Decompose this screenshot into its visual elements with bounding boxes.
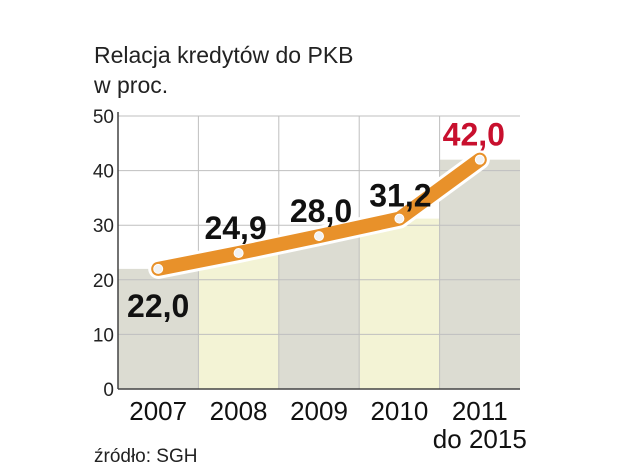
data-point-2010 xyxy=(394,213,405,224)
x-tick-label-2008: 2008 xyxy=(210,396,268,426)
x-tick-sublabel-2011: do 2015 xyxy=(433,424,527,454)
column-2010 xyxy=(359,218,440,389)
y-tick-label-0: 0 xyxy=(103,380,114,401)
column-2009 xyxy=(278,236,360,389)
data-label-2010: 31,2 xyxy=(369,178,431,214)
chart-title-line1: Relacja kredytów do PKB xyxy=(94,42,354,68)
y-tick-label-20: 20 xyxy=(93,271,114,292)
x-tick-label-2011: 2011 xyxy=(452,396,508,426)
column-2011 xyxy=(439,159,520,389)
data-point-2007 xyxy=(153,263,164,274)
x-tick-label-2009: 2009 xyxy=(290,396,348,426)
column-2007 xyxy=(118,268,199,389)
chart-title: Relacja kredytów do PKB w proc. xyxy=(94,40,354,100)
x-tick-label-2007: 2007 xyxy=(129,396,187,426)
data-label-2011: 42,0 xyxy=(443,117,505,153)
source-note: źródło: SGH xyxy=(94,446,198,467)
x-tick-label-2010: 2010 xyxy=(370,396,428,426)
column-2008 xyxy=(198,253,279,389)
y-tick-label-30: 30 xyxy=(93,216,114,237)
data-point-2011 xyxy=(474,154,485,165)
data-label-2009: 28,0 xyxy=(290,193,352,229)
data-point-2008 xyxy=(233,248,244,259)
y-tick-label-40: 40 xyxy=(93,162,114,183)
data-label-2008: 24,9 xyxy=(204,210,266,246)
y-tick-label-50: 50 xyxy=(93,107,114,128)
y-tick-label-10: 10 xyxy=(93,325,114,346)
data-point-2009 xyxy=(314,231,324,242)
data-label-2007: 22,0 xyxy=(127,288,189,324)
chart-title-line2: w proc. xyxy=(94,72,169,98)
